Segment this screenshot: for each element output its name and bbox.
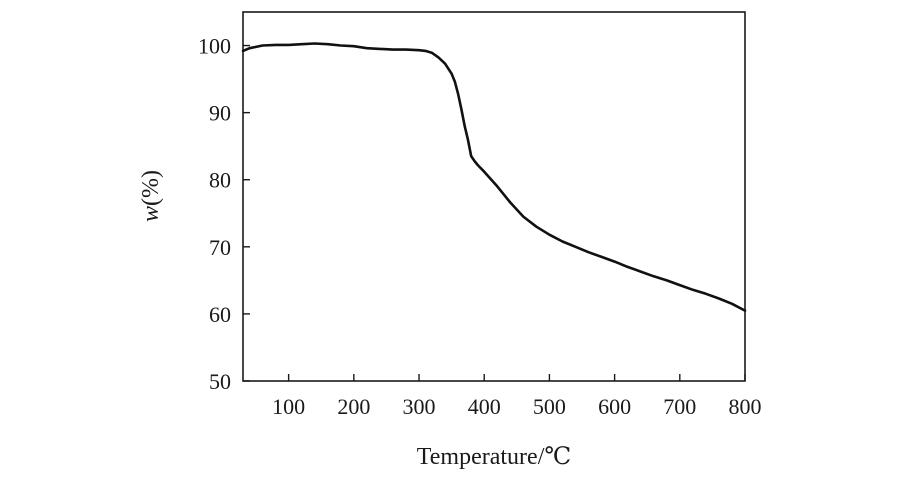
x-tick-label: 400	[468, 394, 501, 419]
y-tick-label: 60	[209, 302, 231, 327]
x-tick-label: 600	[598, 394, 631, 419]
plot-frame	[242, 11, 746, 382]
x-tick-label: 300	[403, 394, 436, 419]
weight-loss-curve	[241, 42, 747, 312]
y-tick-label: 70	[209, 235, 231, 260]
y-axis-title-symbol: w	[138, 206, 164, 222]
y-axis-title-unit: (%)	[138, 170, 164, 206]
y-tick-label: 100	[198, 34, 231, 59]
y-tick-label: 50	[209, 369, 231, 394]
x-axis-title: Temperature/℃	[417, 444, 571, 470]
series-layer	[241, 42, 747, 312]
x-axis-ticks: 100 200 300 400 500 600 700 800	[272, 374, 762, 419]
y-axis-ticks: 50 60 70 80 90 100	[198, 34, 250, 394]
x-tick-label: 500	[533, 394, 566, 419]
x-tick-label: 700	[663, 394, 696, 419]
y-tick-label: 80	[209, 168, 231, 193]
x-tick-label: 800	[729, 394, 762, 419]
y-tick-label: 90	[209, 101, 231, 126]
y-axis-title: w(%)	[138, 170, 164, 222]
x-tick-label: 200	[337, 394, 370, 419]
x-tick-label: 100	[272, 394, 305, 419]
